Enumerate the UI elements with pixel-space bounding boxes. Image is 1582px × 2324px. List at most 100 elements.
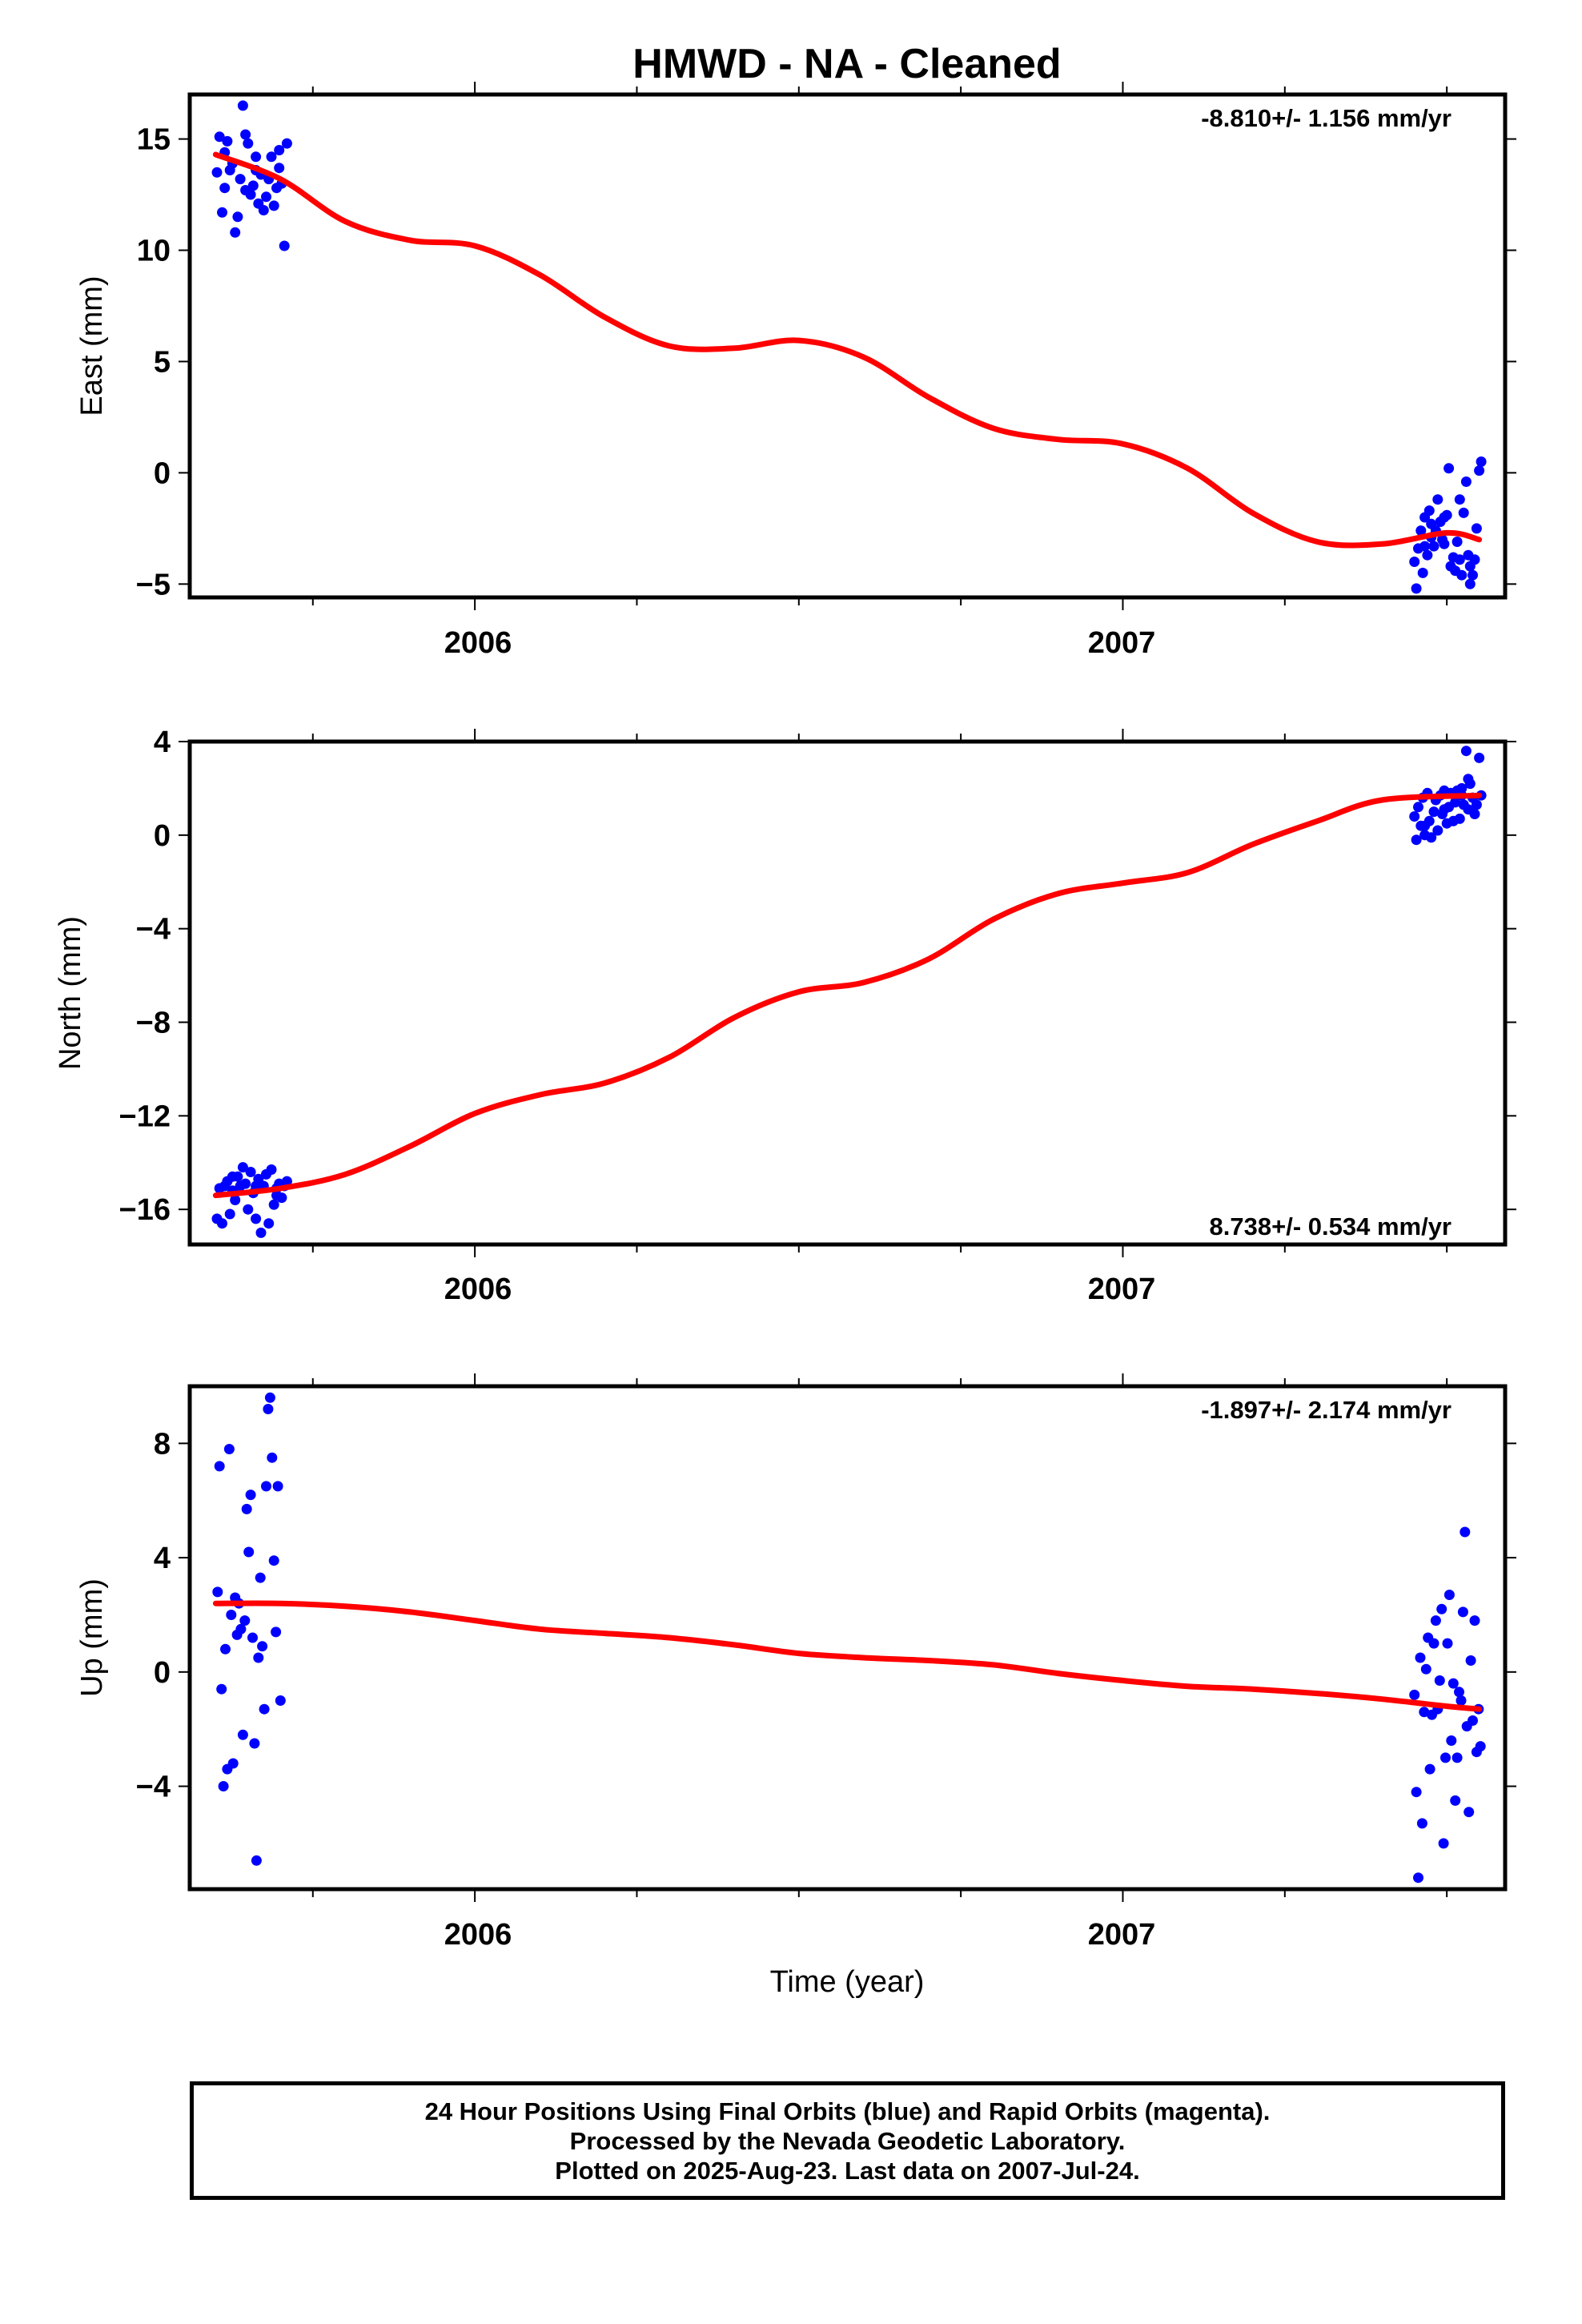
up-data-point <box>1413 1872 1423 1884</box>
up-y-tick-label: 0 <box>154 1656 171 1690</box>
east-data-point <box>240 185 251 195</box>
footer-caption-box: 24 Hour Positions Using Final Orbits (bl… <box>190 2081 1505 2200</box>
north-data-point <box>1419 820 1431 831</box>
up-data-point <box>1456 1695 1467 1706</box>
north-y-axis-label: North (mm) <box>54 916 87 1070</box>
up-data-point <box>237 1729 248 1740</box>
east-y-tick-label: −5 <box>136 568 171 601</box>
east-panel: East (mm) -8.810+/- 1.156 mm/yr 2006 200… <box>75 82 1516 660</box>
east-data-point <box>1458 507 1469 518</box>
up-data-point <box>1416 1818 1427 1829</box>
up-data-point <box>243 1546 255 1558</box>
up-panel: Up (mm) -1.897+/- 2.174 mm/yr 2006 2007 … <box>75 1373 1516 1952</box>
up-data-point <box>1434 1675 1445 1686</box>
east-data-point <box>1441 509 1452 521</box>
north-data-point <box>1469 809 1480 819</box>
up-data-point <box>1469 1615 1480 1626</box>
east-data-point <box>1428 541 1439 552</box>
north-data-point <box>251 1213 262 1224</box>
north-data-point <box>1411 834 1422 846</box>
up-data-point <box>1465 1655 1476 1666</box>
east-y-tick-label: 10 <box>137 235 171 268</box>
north-plot-frame <box>187 739 1508 1247</box>
north-x-tick-2007: 2007 <box>1088 1273 1156 1306</box>
east-data-point <box>243 138 254 149</box>
east-data-point <box>240 129 251 140</box>
up-data-point <box>1424 1763 1435 1775</box>
east-y-axis-label: East (mm) <box>75 275 109 416</box>
east-data-point <box>1417 567 1428 578</box>
north-data-point <box>237 1162 248 1173</box>
north-data-point <box>1454 813 1465 824</box>
east-data-point <box>1411 583 1422 594</box>
up-data-point <box>1454 1687 1464 1698</box>
north-y-tick-label: 4 <box>154 726 171 759</box>
up-data-point <box>1443 1590 1455 1600</box>
east-data-point <box>222 135 233 147</box>
footer-line-1: 24 Hour Positions Using Final Orbits (bl… <box>424 2097 1271 2125</box>
east-data-point <box>217 207 227 218</box>
footer-line-3: Plotted on 2025-Aug-23. Last data on 200… <box>555 2156 1140 2185</box>
up-data-point <box>241 1503 252 1514</box>
north-data-point <box>271 1190 282 1201</box>
east-data-point <box>1454 494 1465 505</box>
up-data-point <box>220 1643 231 1655</box>
east-data-point <box>266 151 277 163</box>
up-y-axis-label: Up (mm) <box>75 1578 109 1697</box>
east-data-point <box>1474 465 1485 476</box>
up-data-point <box>245 1490 256 1501</box>
up-data-point <box>1442 1638 1453 1649</box>
up-data-point <box>268 1555 279 1566</box>
up-data-point <box>1475 1741 1486 1752</box>
east-data-point <box>1409 557 1420 567</box>
up-data-point <box>255 1572 266 1583</box>
east-data-point <box>1464 578 1476 589</box>
up-data-point <box>239 1615 251 1626</box>
up-data-point <box>1440 1752 1451 1763</box>
north-data-point <box>1432 825 1443 836</box>
up-data-point <box>1457 1606 1468 1618</box>
north-data-point <box>1439 804 1450 815</box>
east-data-point <box>1443 463 1455 474</box>
east-data-point <box>1423 505 1435 517</box>
east-y-tick-label: 0 <box>154 456 171 490</box>
north-data-point <box>1450 797 1461 808</box>
up-y-tick-label: 4 <box>154 1542 171 1575</box>
north-panel: North (mm) 8.738+/- 0.534 mm/yr 2006 200… <box>54 726 1516 1306</box>
up-data-point <box>1420 1663 1431 1675</box>
north-data-point <box>1428 806 1439 818</box>
east-data-point <box>268 200 279 211</box>
east-data-point <box>258 205 269 215</box>
up-data-point <box>275 1695 286 1706</box>
east-data-point <box>261 191 271 203</box>
north-data-point <box>1460 746 1472 757</box>
up-data-point <box>247 1632 258 1643</box>
east-data-point <box>1422 549 1433 561</box>
east-data-point <box>279 240 290 251</box>
east-data-point <box>1468 569 1478 581</box>
up-x-tick-2006: 2006 <box>444 1918 512 1952</box>
east-data-point <box>237 100 248 111</box>
up-data-point <box>257 1641 268 1652</box>
up-data-point <box>212 1586 223 1598</box>
north-y-tick-label: 0 <box>154 819 171 853</box>
north-data-point <box>224 1208 235 1220</box>
up-data-point <box>1468 1715 1478 1726</box>
east-x-tick-2007: 2007 <box>1088 626 1156 660</box>
north-x-tick-2006: 2006 <box>444 1273 512 1306</box>
north-data-point <box>240 1178 251 1189</box>
east-data-point <box>1454 554 1465 565</box>
east-data-point <box>1460 476 1472 487</box>
up-data-point <box>1460 1526 1471 1538</box>
east-rate-label: -8.810+/- 1.156 mm/yr <box>1201 104 1452 132</box>
east-data-point <box>1476 456 1487 467</box>
east-y-tick-label: 5 <box>154 345 171 379</box>
up-data-point <box>1415 1652 1426 1663</box>
up-fit-line <box>212 1600 1483 1712</box>
north-data-point <box>1471 799 1482 810</box>
east-data-point <box>1452 537 1463 547</box>
east-data-point <box>247 180 259 191</box>
east-data-point <box>1464 561 1476 572</box>
north-data-point <box>1413 802 1423 813</box>
north-data-point <box>255 1227 267 1238</box>
